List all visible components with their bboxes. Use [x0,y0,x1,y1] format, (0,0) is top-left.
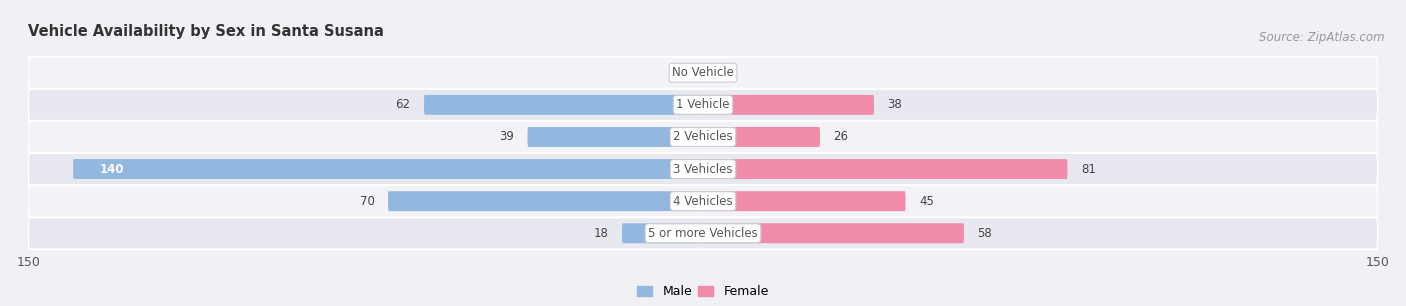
FancyBboxPatch shape [527,127,703,147]
Text: 58: 58 [977,227,993,240]
FancyBboxPatch shape [28,217,1378,249]
Text: 0: 0 [682,66,689,79]
Text: 5 or more Vehicles: 5 or more Vehicles [648,227,758,240]
Text: 18: 18 [593,227,609,240]
FancyBboxPatch shape [703,95,875,115]
FancyBboxPatch shape [28,89,1378,121]
Text: Vehicle Availability by Sex in Santa Susana: Vehicle Availability by Sex in Santa Sus… [28,24,384,39]
Text: 39: 39 [499,130,515,144]
FancyBboxPatch shape [73,159,703,179]
FancyBboxPatch shape [28,185,1378,217]
FancyBboxPatch shape [28,153,1378,185]
FancyBboxPatch shape [388,191,703,211]
FancyBboxPatch shape [703,191,905,211]
Text: 62: 62 [395,98,411,111]
Text: 1 Vehicle: 1 Vehicle [676,98,730,111]
FancyBboxPatch shape [425,95,703,115]
Text: 81: 81 [1081,162,1095,176]
FancyBboxPatch shape [703,127,820,147]
FancyBboxPatch shape [28,57,1378,89]
Text: 45: 45 [920,195,934,208]
FancyBboxPatch shape [621,223,703,243]
Text: 140: 140 [100,162,125,176]
Text: 38: 38 [887,98,903,111]
Text: 3 Vehicles: 3 Vehicles [673,162,733,176]
Text: 26: 26 [834,130,848,144]
FancyBboxPatch shape [703,223,965,243]
Text: 4 Vehicles: 4 Vehicles [673,195,733,208]
Text: Source: ZipAtlas.com: Source: ZipAtlas.com [1260,31,1385,43]
FancyBboxPatch shape [703,159,1067,179]
Text: 70: 70 [360,195,374,208]
FancyBboxPatch shape [28,121,1378,153]
Text: No Vehicle: No Vehicle [672,66,734,79]
Legend: Male, Female: Male, Female [633,280,773,304]
Text: 2 Vehicles: 2 Vehicles [673,130,733,144]
Text: 0: 0 [717,66,724,79]
